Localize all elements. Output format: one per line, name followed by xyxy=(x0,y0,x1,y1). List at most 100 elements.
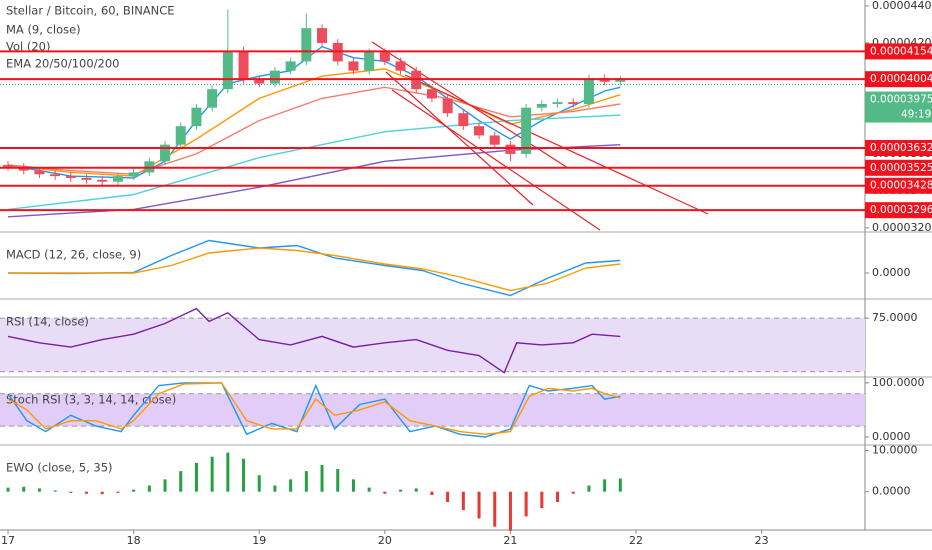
level-label: 0.00004004 xyxy=(870,73,932,85)
candle-body xyxy=(348,61,359,71)
candle-body xyxy=(81,177,92,180)
level-badge xyxy=(865,43,932,60)
legend-entry: Vol (20) xyxy=(6,40,50,54)
pane-title: EWO (close, 5, 35) xyxy=(6,461,113,475)
histogram-bar xyxy=(22,486,26,492)
y-tick-label: 0.0000 xyxy=(872,266,911,279)
candle-body xyxy=(521,107,532,154)
candle-body xyxy=(505,144,516,154)
pane-title: Stoch RSI (3, 3, 14, 14, close) xyxy=(6,393,176,407)
indicator-line xyxy=(7,307,621,374)
x-tick-label: 18 xyxy=(127,534,141,547)
trend-line xyxy=(385,71,534,206)
histogram-bar xyxy=(289,479,293,492)
last-price-label: 0.00003975 xyxy=(870,94,932,106)
candle-body xyxy=(3,165,14,167)
histogram-bar xyxy=(37,488,41,492)
histogram-bar xyxy=(493,491,497,527)
trend-line xyxy=(391,89,601,231)
histogram-bar xyxy=(399,489,403,492)
histogram-bar xyxy=(618,478,622,492)
pane-title: RSI (14, close) xyxy=(6,315,89,329)
histogram-bar xyxy=(508,491,512,531)
level-label: 0.00003632 xyxy=(870,142,932,154)
y-tick-label: 0.00004400 xyxy=(872,0,932,12)
level-badge xyxy=(865,159,932,176)
candle-body xyxy=(191,107,202,127)
level-label: 0.00003296 xyxy=(870,204,932,216)
legend-entry: EMA 20/50/100/200 xyxy=(6,57,120,71)
histogram-bar xyxy=(242,458,246,492)
histogram-bar xyxy=(69,491,73,493)
pane-title: MACD (12, 26, close, 9) xyxy=(6,248,141,262)
histogram-bar xyxy=(556,491,560,502)
candle-body xyxy=(364,52,375,71)
level-badge xyxy=(865,177,932,194)
histogram-bar xyxy=(147,485,151,492)
candle-body xyxy=(379,52,390,62)
candle-body xyxy=(50,174,61,177)
legend-entry: MA (9, close) xyxy=(6,23,81,37)
candle-body xyxy=(112,176,123,182)
histogram-bar xyxy=(477,491,481,519)
candle-body xyxy=(34,170,45,175)
y-tick-label: 0.00003200 xyxy=(872,221,932,234)
histogram-bar xyxy=(85,491,89,494)
histogram-bar xyxy=(304,471,308,492)
histogram-bar xyxy=(273,485,277,492)
candle-body xyxy=(536,103,547,108)
level-label: 0.00003428 xyxy=(870,180,932,192)
candle-body xyxy=(426,89,437,99)
level-badge xyxy=(865,140,932,157)
candle-body xyxy=(317,28,328,43)
candle-body xyxy=(285,61,296,71)
histogram-bar xyxy=(210,456,214,492)
candle-body xyxy=(65,176,76,178)
last-price-badge xyxy=(865,91,932,123)
candle-body xyxy=(395,61,406,71)
countdown: 49:19 xyxy=(901,109,931,121)
histogram-bar xyxy=(320,464,324,492)
candle-body xyxy=(442,98,453,114)
histogram-bar xyxy=(367,487,371,492)
indicator-line xyxy=(7,382,621,436)
histogram-bar xyxy=(6,487,10,492)
x-tick-label: 22 xyxy=(629,534,643,547)
histogram-bar xyxy=(414,488,418,492)
histogram-bar xyxy=(226,452,230,492)
histogram-bar xyxy=(336,469,340,492)
candle-body xyxy=(489,135,500,145)
candle-body xyxy=(128,172,139,177)
y-tick-label: 0.0000 xyxy=(872,430,911,443)
trend-line xyxy=(404,74,709,215)
histogram-bar xyxy=(540,491,544,509)
level-label: 0.00003525 xyxy=(870,162,932,174)
candle-body xyxy=(568,102,579,104)
indicator-line xyxy=(7,239,621,297)
candle-body xyxy=(222,52,233,90)
histogram-bar xyxy=(179,471,183,492)
pane-title: Stellar / Bitcoin, 60, BINANCE xyxy=(6,4,175,18)
level-badge xyxy=(865,202,932,219)
y-tick-label: 100.0000 xyxy=(872,376,925,389)
histogram-bar xyxy=(446,491,450,502)
histogram-bar xyxy=(383,491,387,494)
x-tick-label: 17 xyxy=(1,534,15,547)
histogram-bar xyxy=(351,479,355,492)
histogram-bar xyxy=(587,485,591,492)
x-tick-label: 21 xyxy=(503,534,517,547)
histogram-bar xyxy=(194,462,198,492)
candle-body xyxy=(97,179,108,182)
candle-body xyxy=(269,70,280,84)
candle-body xyxy=(474,126,485,136)
histogram-bar xyxy=(53,490,57,492)
candle-body xyxy=(552,102,563,104)
level-badge xyxy=(865,71,932,88)
histogram-bar xyxy=(524,491,528,517)
level-label: 0.00004154 xyxy=(870,45,932,57)
histogram-bar xyxy=(100,491,104,495)
histogram-bar xyxy=(163,479,167,492)
histogram-bar xyxy=(571,491,575,494)
